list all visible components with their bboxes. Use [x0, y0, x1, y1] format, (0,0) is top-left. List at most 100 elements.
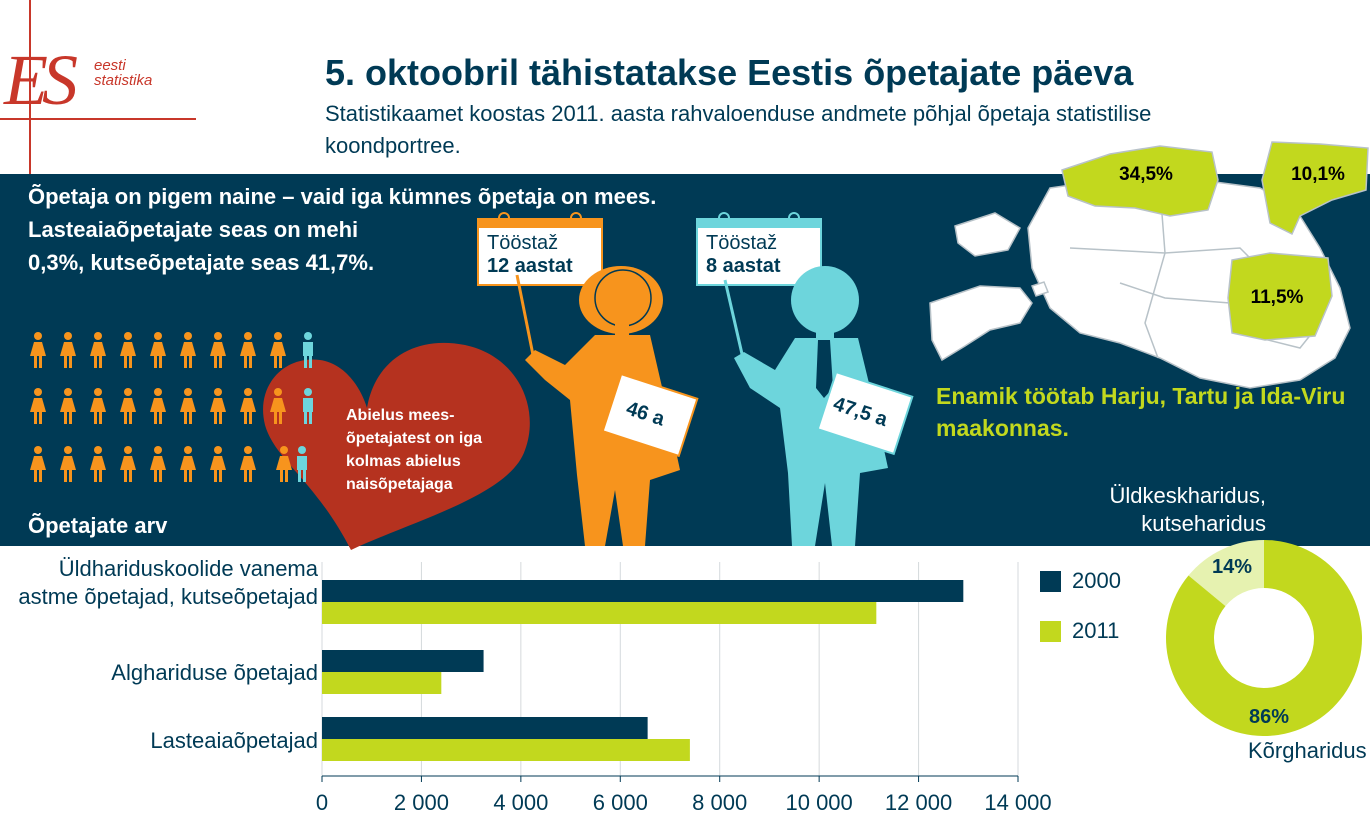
map-island-muhu — [1031, 281, 1049, 297]
woman-icon — [240, 446, 256, 482]
x-tick-label: 2 000 — [393, 790, 449, 815]
donut-label-general: Üldkeskharidus, kutseharidus — [1109, 483, 1266, 536]
map-island-saaremaa — [929, 285, 1033, 362]
legend-swatch-2000 — [1040, 571, 1061, 592]
legend-swatch-2011 — [1040, 621, 1061, 642]
x-tick-label: 4 000 — [493, 790, 549, 815]
calendar-header — [698, 220, 820, 228]
category-label: Lasteaiaõpetajad — [150, 728, 318, 753]
heart-shape — [263, 342, 530, 550]
map-tartu — [1227, 252, 1333, 341]
woman-icon — [30, 332, 46, 368]
woman-icon — [150, 446, 166, 482]
x-tick-label: 14 000 — [984, 790, 1052, 815]
logo-text: eesti statistika — [94, 58, 152, 88]
woman-icon — [240, 332, 256, 368]
woman-icon — [120, 446, 136, 482]
ring — [718, 212, 730, 224]
ring — [570, 212, 582, 224]
woman-icon — [90, 332, 106, 368]
donut-pct-higher: 86% — [1249, 706, 1290, 728]
heart-path — [263, 342, 530, 550]
calendar-woman: Tööstaž 12 aastat — [477, 218, 603, 286]
woman-icon — [270, 388, 286, 424]
map-label-harju: 34,5% — [1119, 164, 1173, 185]
people-grid — [30, 332, 313, 482]
x-tick-label: 6 000 — [592, 790, 648, 815]
bar-2011-0 — [322, 602, 877, 624]
logo-line-vertical — [29, 0, 31, 175]
map-harju — [1061, 145, 1219, 217]
donut-label-higher: Kõrgharidus — [1248, 738, 1367, 763]
bar-2000-0 — [322, 580, 964, 602]
ring — [788, 212, 800, 224]
bar-2000-1 — [322, 650, 484, 672]
donut-slice-1 — [1166, 540, 1362, 736]
woman-icon — [210, 446, 226, 482]
calendar-value: 8 aastat — [706, 255, 781, 277]
donut-slice-0 — [1188, 540, 1264, 607]
woman-icon — [90, 388, 106, 424]
calendar-label: Tööstaž — [487, 232, 559, 254]
bar-2011-2 — [322, 739, 690, 761]
donut-pct-general: 14% — [1212, 556, 1253, 578]
pointer-stick — [723, 279, 744, 355]
woman-icon — [120, 388, 136, 424]
woman-neck — [615, 322, 629, 336]
calendar-man: Tööstaž 8 aastat — [696, 218, 822, 286]
woman-icon — [120, 332, 136, 368]
woman-icon — [270, 332, 286, 368]
woman-figure: 46 a — [515, 266, 699, 546]
woman-face — [594, 269, 652, 327]
map-label-tartu: 11,5% — [1251, 287, 1304, 308]
page-subtitle: Statistikaamet koostas 2011. aasta rahva… — [325, 101, 1152, 158]
woman-icon — [210, 332, 226, 368]
x-tick-label: 0 — [315, 790, 329, 815]
man-icon — [303, 388, 313, 424]
logo-line-horizontal — [0, 118, 196, 120]
pointer-stick — [515, 274, 535, 356]
calendar-label: Tööstaž — [706, 232, 778, 254]
woman-icon — [60, 446, 76, 482]
logo-line2: statistika — [94, 72, 153, 89]
woman-icon — [180, 388, 196, 424]
man-figure: 47,5 a — [723, 266, 914, 546]
gender-detail: Lasteaiaõpetajate seas on mehi 0,3%, kut… — [28, 217, 375, 275]
bar-chart — [321, 562, 1019, 782]
woman-icon — [90, 446, 106, 482]
man-icon — [297, 446, 307, 482]
man-neck — [816, 330, 834, 340]
calendar-body: Tööstaž 12 aastat — [479, 228, 601, 282]
map-label-ida-viru: 10,1% — [1291, 164, 1345, 185]
legend-label-2000: 2000 — [1072, 568, 1121, 593]
x-tick-label: 8 000 — [692, 790, 748, 815]
woman-icon — [240, 388, 256, 424]
woman-icon — [150, 388, 166, 424]
woman-icon — [30, 388, 46, 424]
donut-chart — [1166, 540, 1362, 736]
map-border-3 — [1119, 282, 1231, 304]
estonia-map: 34,5% 10,1% 11,5% — [929, 141, 1369, 389]
map-ida-viru — [1261, 141, 1369, 236]
map-border-1 — [1144, 187, 1166, 359]
woman-icon — [210, 388, 226, 424]
woman-icon — [276, 446, 292, 482]
woman-icon — [60, 332, 76, 368]
x-tick-label: 12 000 — [884, 790, 953, 815]
logo-mark: ES — [4, 40, 78, 120]
page-title: 5. oktoobril tähistatakse Eestis õpetaja… — [325, 52, 1134, 93]
calendar-value: 12 aastat — [487, 255, 573, 277]
woman-icon — [30, 446, 46, 482]
man-tie — [816, 340, 833, 398]
calendar-header — [479, 220, 601, 228]
map-caption: Enamik töötab Harju, Tartu ja Ida-Viru m… — [936, 383, 1346, 441]
woman-folder — [601, 372, 699, 458]
gender-headline: Õpetaja on pigem naine – vaid iga kümnes… — [28, 184, 657, 209]
bar-2000-2 — [322, 717, 648, 739]
map-island-hiiumaa — [954, 212, 1022, 257]
x-tick-label: 10 000 — [785, 790, 853, 815]
woman-icon — [150, 332, 166, 368]
calendar-body: Tööstaž 8 aastat — [698, 228, 820, 282]
man-folder — [816, 370, 914, 456]
bar-2011-1 — [322, 672, 442, 694]
